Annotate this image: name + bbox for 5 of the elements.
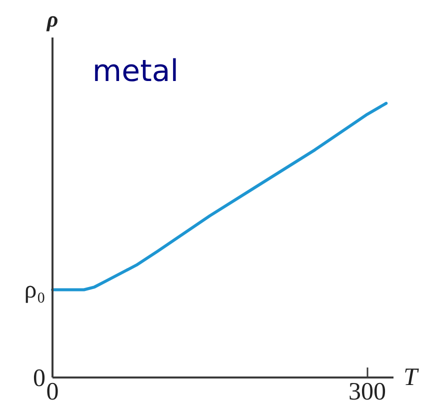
x-axis-title: T — [404, 364, 420, 391]
x-tick-label: 300 — [348, 378, 386, 406]
y-axis-title: ρ — [46, 6, 58, 32]
annotation: ρ₀ — [24, 276, 46, 304]
chart-title: metal — [92, 54, 179, 89]
